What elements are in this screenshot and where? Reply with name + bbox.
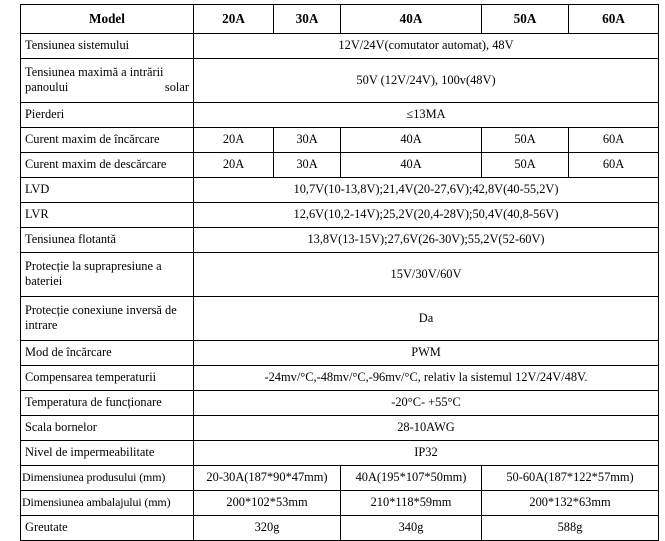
row-value: 28-10AWG — [193, 415, 659, 441]
row-label: Tensiunea maximă a intrării panoului sol… — [20, 58, 194, 103]
table-row: Curent maxim de încărcare 20A 30A 40A 50… — [20, 127, 659, 153]
table-row: Nivel de impermeabilitate IP32 — [20, 440, 659, 466]
table-row: Tensiunea maximă a intrării panoului sol… — [20, 58, 659, 103]
row-value: 20A — [193, 127, 274, 153]
row-value: 20-30A(187*90*47mm) — [193, 465, 341, 491]
row-label: LVR — [20, 202, 194, 228]
row-label: Tensiunea flotantă — [20, 227, 194, 253]
row-value: IP32 — [193, 440, 659, 466]
document-page: Model 20A 30A 40A 50A 60A Tensiunea sist… — [20, 4, 659, 541]
row-label: Curent maxim de descărcare — [20, 152, 194, 178]
header-cell-model: Model — [20, 4, 194, 34]
row-value: -24mv/°C,-48mv/°C,-96mv/°C, relativ la s… — [193, 365, 659, 391]
row-label: Pierderi — [20, 102, 194, 128]
row-label: Greutate — [20, 515, 194, 541]
row-value: 60A — [568, 152, 659, 178]
row-value: 13,8V(13-15V);27,6V(26-30V);55,2V(52-60V… — [193, 227, 659, 253]
row-value: 588g — [481, 515, 659, 541]
header-cell-40a: 40A — [340, 4, 482, 34]
row-value: 15V/30V/60V — [193, 252, 659, 297]
row-value: 320g — [193, 515, 341, 541]
row-label: LVD — [20, 177, 194, 203]
row-label: Protecție conexiune inversă de intrare — [20, 296, 194, 341]
header-cell-30a: 30A — [273, 4, 341, 34]
row-label: Compensarea temperaturii — [20, 365, 194, 391]
table-row: Compensarea temperaturii -24mv/°C,-48mv/… — [20, 365, 659, 391]
table-row: Dimensiunea ambalajului (mm) 200*102*53m… — [20, 490, 659, 516]
table-row: Dimensiunea produsului (mm) 20-30A(187*9… — [20, 465, 659, 491]
table-row: Temperatura de funcționare -20°C- +55°C — [20, 390, 659, 416]
row-label: Dimensiunea ambalajului (mm) — [20, 490, 194, 516]
row-value: -20°C- +55°C — [193, 390, 659, 416]
row-value: 40A — [340, 127, 482, 153]
row-value: 30A — [273, 152, 341, 178]
row-value: 340g — [340, 515, 482, 541]
row-label: Nivel de impermeabilitate — [20, 440, 194, 466]
row-value: Da — [193, 296, 659, 341]
row-value: 50A — [481, 127, 569, 153]
row-value: 40A — [340, 152, 482, 178]
header-cell-20a: 20A — [193, 4, 274, 34]
row-label: Scala bornelor — [20, 415, 194, 441]
row-value: 50A — [481, 152, 569, 178]
row-value: 20A — [193, 152, 274, 178]
row-value: 60A — [568, 127, 659, 153]
row-value: 40A(195*107*50mm) — [340, 465, 482, 491]
table-row: Mod de încărcare PWM — [20, 340, 659, 366]
row-label: Temperatura de funcționare — [20, 390, 194, 416]
row-label: Mod de încărcare — [20, 340, 194, 366]
table-row: Scala bornelor 28-10AWG — [20, 415, 659, 441]
row-value: 10,7V(10-13,8V);21,4V(20-27,6V);42,8V(40… — [193, 177, 659, 203]
row-value: ≤13MA — [193, 102, 659, 128]
row-value: 200*102*53mm — [193, 490, 341, 516]
row-value: 200*132*63mm — [481, 490, 659, 516]
table-row: Tensiunea sistemului 12V/24V(comutator a… — [20, 33, 659, 59]
table-row: LVR 12,6V(10,2-14V);25,2V(20,4-28V);50,4… — [20, 202, 659, 228]
specifications-table: Model 20A 30A 40A 50A 60A Tensiunea sist… — [20, 4, 659, 541]
table-row: Protecție conexiune inversă de intrare D… — [20, 296, 659, 341]
row-label: Dimensiunea produsului (mm) — [20, 465, 194, 491]
row-value: 210*118*59mm — [340, 490, 482, 516]
row-label: Protecție la suprapresiune a bateriei — [20, 252, 194, 297]
table-row: LVD 10,7V(10-13,8V);21,4V(20-27,6V);42,8… — [20, 177, 659, 203]
table-row: Protecție la suprapresiune a bateriei 15… — [20, 252, 659, 297]
table-row: Curent maxim de descărcare 20A 30A 40A 5… — [20, 152, 659, 178]
row-label: Curent maxim de încărcare — [20, 127, 194, 153]
header-cell-60a: 60A — [568, 4, 659, 34]
table-row: Greutate 320g 340g 588g — [20, 515, 659, 541]
row-value: 50-60A(187*122*57mm) — [481, 465, 659, 491]
row-value: PWM — [193, 340, 659, 366]
row-value: 12V/24V(comutator automat), 48V — [193, 33, 659, 59]
header-cell-50a: 50A — [481, 4, 569, 34]
row-value: 12,6V(10,2-14V);25,2V(20,4-28V);50,4V(40… — [193, 202, 659, 228]
row-label: Tensiunea sistemului — [20, 33, 194, 59]
table-row: Tensiunea flotantă 13,8V(13-15V);27,6V(2… — [20, 227, 659, 253]
table-row: Pierderi ≤13MA — [20, 102, 659, 128]
table-header-row: Model 20A 30A 40A 50A 60A — [20, 4, 659, 34]
row-value: 50V (12V/24V), 100v(48V) — [193, 58, 659, 103]
row-value: 30A — [273, 127, 341, 153]
